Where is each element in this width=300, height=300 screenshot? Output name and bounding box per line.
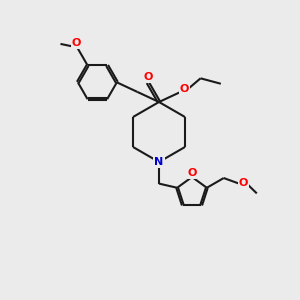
Text: N: N xyxy=(154,157,164,167)
Text: O: O xyxy=(143,72,152,82)
Text: O: O xyxy=(187,168,197,178)
Text: O: O xyxy=(239,178,248,188)
Text: O: O xyxy=(72,38,81,48)
Text: O: O xyxy=(180,84,189,94)
